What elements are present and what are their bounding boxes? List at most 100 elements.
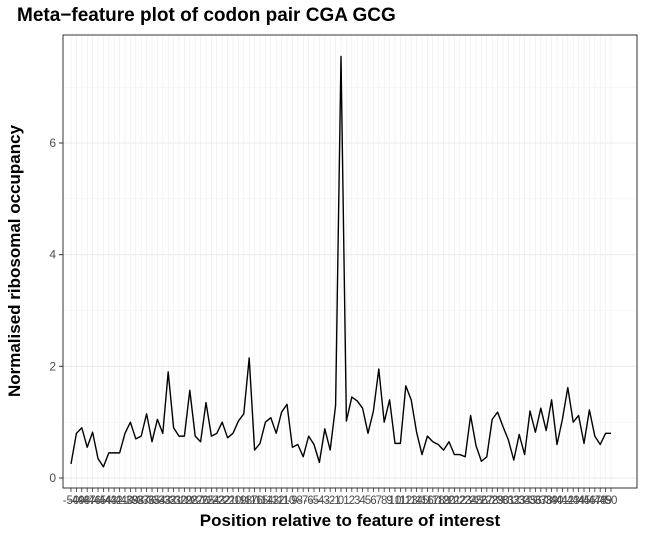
x-tick-label: 49 <box>599 495 612 507</box>
x-tick-label: 30 <box>497 495 510 507</box>
y-tick-label: 0 <box>49 471 56 485</box>
grid-layer <box>63 35 637 488</box>
x-tick-label: 16 <box>421 495 434 507</box>
x-tick-label: -8 <box>293 495 303 507</box>
x-tick-label: -49 <box>68 495 85 507</box>
x-tick-label: -4 <box>314 495 325 507</box>
x-tick-label: 42 <box>561 495 574 507</box>
x-tick-label: 22 <box>453 495 466 507</box>
y-tick-label: 2 <box>49 359 56 373</box>
x-tick-label: 46 <box>583 495 596 507</box>
x-tick-label: 40 <box>551 495 564 507</box>
x-tick-label: -26 <box>192 495 209 507</box>
x-tick-label: 32 <box>507 495 520 507</box>
x-tick-label: -33 <box>154 495 171 507</box>
x-tick-label: -41 <box>111 495 128 507</box>
x-tick-label: -14 <box>257 495 274 507</box>
x-tick-label: 39 <box>545 495 558 507</box>
plot-panel <box>63 35 637 488</box>
x-tick-label: -31 <box>165 495 182 507</box>
x-tick-label: 34 <box>518 495 531 507</box>
x-tick-label: 18 <box>432 495 445 507</box>
x-tick-label: 37 <box>534 495 547 507</box>
x-tick-label: 11 <box>394 495 406 507</box>
x-tick-label: -22 <box>214 495 231 507</box>
x-tick-label: -38 <box>127 495 144 507</box>
x-tick-label: -48 <box>73 495 90 507</box>
x-tick-label: 21 <box>448 495 461 507</box>
plot-border <box>62 34 638 489</box>
x-tick-label: -19 <box>230 495 247 507</box>
y-tick-label: 4 <box>49 248 56 262</box>
x-tick-label: -16 <box>246 495 263 507</box>
x-tick-label: 7 <box>376 495 382 507</box>
x-tick-label: -25 <box>198 495 215 507</box>
y-tick-label: 6 <box>49 136 56 150</box>
x-tick-label: 44 <box>572 495 585 507</box>
x-tick-label: 6 <box>370 495 376 507</box>
x-tick-label: 19 <box>437 495 450 507</box>
x-tick-label: -5 <box>309 495 319 507</box>
x-tick-label: 33 <box>513 495 526 507</box>
x-tick-label: 12 <box>399 495 412 507</box>
x-tick-label: 50 <box>605 495 618 507</box>
series-line <box>70 55 611 468</box>
x-tick-label: 43 <box>567 495 580 507</box>
x-tick-label: 47 <box>588 495 601 507</box>
x-tick-label: 1 <box>343 495 349 507</box>
x-tick-label: 20 <box>443 495 456 507</box>
x-tick-label: -44 <box>95 495 112 507</box>
x-tick-label: 10 <box>389 495 402 507</box>
x-tick-label: 3 <box>354 495 360 507</box>
x-tick-label: 14 <box>410 495 423 507</box>
x-tick-label: 31 <box>502 495 515 507</box>
x-tick-label: -12 <box>268 495 285 507</box>
x-tick-label: -18 <box>235 495 252 507</box>
x-tick-label: 35 <box>524 495 537 507</box>
x-tick-label: -36 <box>138 495 155 507</box>
x-tick-label: -3 <box>320 495 330 507</box>
x-tick-label: -21 <box>219 495 236 507</box>
x-tick-label: 29 <box>491 495 504 507</box>
x-tick-label: 45 <box>578 495 591 507</box>
x-tick-label: 4 <box>359 495 366 507</box>
x-tick-label: -27 <box>187 495 204 507</box>
x-tick-label: 26 <box>475 495 488 507</box>
x-tick-label: -30 <box>171 495 188 507</box>
x-tick-label: -50 <box>63 495 80 507</box>
x-tick-label: -24 <box>203 495 220 507</box>
x-tick-label: -40 <box>117 495 134 507</box>
y-axis: 0 2 4 6 <box>49 136 63 485</box>
x-tick-label: 27 <box>480 495 493 507</box>
x-tick-label: -47 <box>79 495 96 507</box>
x-axis-title: Position relative to feature of interest <box>200 511 501 530</box>
x-tick-label: -35 <box>144 495 161 507</box>
x-tick-label: 9 <box>386 495 392 507</box>
x-tick-label: 41 <box>556 495 569 507</box>
x-tick-label: 8 <box>381 495 387 507</box>
chart-title: Meta−feature plot of codon pair CGA GCG <box>17 5 396 26</box>
x-tick-label: -7 <box>298 495 308 507</box>
series-layer <box>70 55 611 468</box>
x-tick-label: -17 <box>241 495 258 507</box>
x-tick-label: 0 <box>338 495 344 507</box>
x-tick-label: 24 <box>464 495 477 507</box>
x-tick-label: -29 <box>176 495 193 507</box>
x-tick-label: 2 <box>349 495 355 507</box>
x-tick-label: -13 <box>262 495 279 507</box>
x-tick-label: 36 <box>529 495 542 507</box>
x-tick-label: 17 <box>426 495 439 507</box>
x-tick-label: -32 <box>160 495 177 507</box>
x-tick-label: 13 <box>405 495 418 507</box>
x-tick-label: -23 <box>208 495 225 507</box>
x-tick-label: -43 <box>100 495 117 507</box>
x-tick-label: -11 <box>274 495 290 507</box>
x-tick-label: -20 <box>225 495 242 507</box>
x-tick-label: 48 <box>594 495 607 507</box>
x-tick-label: -10 <box>279 495 296 507</box>
x-tick-label: -9 <box>287 495 297 507</box>
x-tick-label: -34 <box>149 495 166 507</box>
x-tick-label: -15 <box>252 495 269 507</box>
y-axis-title: Normalised ribosomal occupancy <box>5 124 24 397</box>
